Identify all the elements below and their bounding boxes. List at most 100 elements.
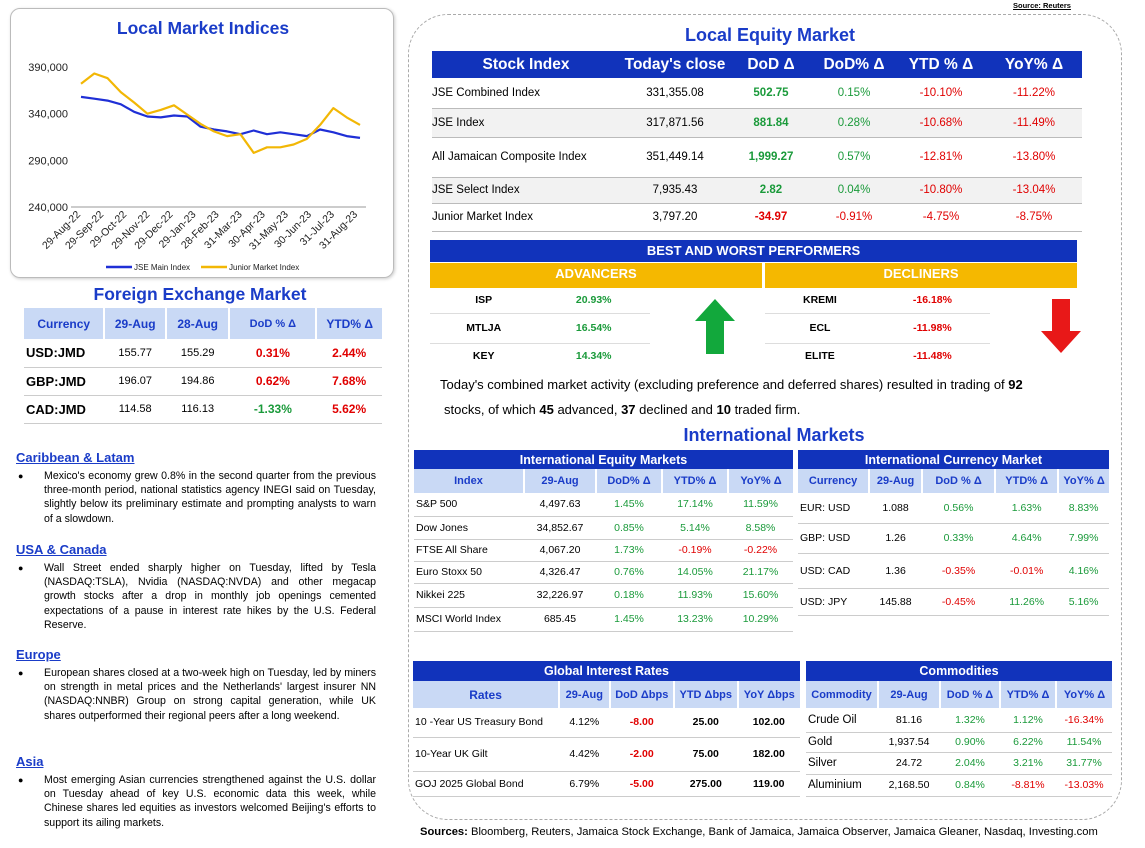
table-cell: USD: JPY bbox=[800, 595, 848, 608]
table-cell: -10.80% bbox=[919, 184, 963, 196]
table-cell: 1.45% bbox=[614, 613, 644, 625]
decliners-list: KREMI -16.18% ECL -11.98% ELITE -11.48% bbox=[765, 287, 990, 369]
table-cell: MTLJA bbox=[466, 322, 502, 334]
rates-header: DoD Δbps bbox=[608, 681, 675, 708]
table-cell: 24.72 bbox=[895, 757, 923, 769]
table-cell: -8.81% bbox=[1011, 779, 1045, 791]
table-cell: KREMI bbox=[803, 293, 837, 306]
equity-header: YoY% Δ bbox=[1004, 55, 1064, 73]
fx-row: GBP:JMD 196.07 194.86 0.62% 7.68% bbox=[24, 367, 382, 396]
table-cell: Aluminium bbox=[808, 779, 862, 791]
table-cell: 11.26% bbox=[1009, 595, 1045, 608]
performers-title: BEST AND WORST PERFORMERS bbox=[430, 240, 1077, 262]
table-cell: 15.60% bbox=[742, 589, 779, 601]
table-cell: Silver bbox=[808, 757, 837, 769]
fx-header: YTD% Δ bbox=[315, 308, 382, 339]
table-cell: 0.85% bbox=[614, 521, 644, 534]
intl-equity-header: DoD% Δ bbox=[595, 469, 662, 493]
bullet-icon: ● bbox=[18, 563, 24, 573]
table-cell: 4,067.20 bbox=[539, 544, 581, 556]
advancers-row: KEY 14.34% bbox=[430, 343, 650, 369]
table-cell: GBP: USD bbox=[800, 532, 851, 544]
intl-currency-title: International Currency Market bbox=[864, 452, 1043, 467]
intl-currency-header: DoD % Δ bbox=[920, 469, 996, 493]
table-cell: 331,355.08 bbox=[646, 86, 704, 99]
table-cell: 4,326.47 bbox=[539, 566, 581, 578]
equity-header: YTD % Δ bbox=[908, 55, 974, 73]
decliners-row: ECL -11.98% bbox=[765, 313, 990, 343]
table-cell: 145.88 bbox=[879, 595, 912, 608]
table-cell: 10 -Year US Treasury Bond bbox=[415, 716, 544, 729]
intl-currency-row: USD: CAD 1.36 -0.35% -0.01% 4.16% bbox=[798, 553, 1109, 588]
rates-header: YTD Δbps bbox=[673, 681, 738, 708]
table-cell: -11.48% bbox=[913, 350, 952, 363]
intl-currency-header-row: Currency 29-Aug DoD % Δ YTD% Δ YoY% Δ bbox=[798, 469, 1109, 493]
bullet-icon: ● bbox=[18, 471, 24, 481]
advancers-row: MTLJA 16.54% bbox=[430, 313, 650, 343]
table-cell: EUR: USD bbox=[800, 501, 851, 514]
equity-header: DoD Δ bbox=[747, 55, 795, 73]
commodities-table: Commodities Commodity 29-Aug DoD % Δ YTD… bbox=[806, 661, 1112, 797]
table-cell: 11.93% bbox=[677, 589, 713, 601]
news-text: Mexico's economy grew 0.8% in the second… bbox=[44, 470, 376, 525]
table-cell: 0.04% bbox=[837, 184, 871, 196]
intl-currency-header: 29-Aug bbox=[868, 469, 922, 493]
intl-equity-title: International Equity Markets bbox=[519, 452, 688, 467]
y-tick-label: 340,000 bbox=[28, 109, 68, 121]
table-cell: -12.81% bbox=[919, 151, 963, 163]
bullet-icon: ● bbox=[18, 668, 24, 678]
table-cell: -0.45% bbox=[941, 595, 976, 608]
rates-header: Rates bbox=[469, 687, 502, 702]
equity-frame bbox=[408, 14, 1122, 820]
commodities-header: YTD% Δ bbox=[999, 681, 1056, 708]
table-cell: 194.86 bbox=[165, 367, 230, 396]
rates-title: Global Interest Rates bbox=[543, 664, 670, 678]
table-cell: 0.31% bbox=[229, 339, 317, 368]
table-cell: ELITE bbox=[805, 350, 835, 363]
activity-count: 37 bbox=[621, 402, 636, 417]
table-cell: -0.91% bbox=[835, 211, 873, 223]
table-cell: 8.83% bbox=[1068, 501, 1099, 514]
table-cell: -0.35% bbox=[941, 564, 976, 577]
table-cell: 8.58% bbox=[745, 521, 776, 534]
intl-currency-header: YoY% Δ bbox=[1057, 469, 1109, 493]
advancers-label: ADVANCERS bbox=[430, 263, 762, 288]
table-cell: 196.07 bbox=[104, 367, 166, 396]
intl-equity-row: Nikkei 225 32,226.97 0.18% 11.93% 15.60% bbox=[414, 583, 793, 607]
equity-header: Today's close bbox=[624, 55, 726, 73]
decliners-label: DECLINERS bbox=[765, 263, 1077, 288]
table-cell: 7.99% bbox=[1068, 532, 1099, 544]
advancers-table: ISP 20.93% MTLJA 16.54% KEY 14.34% bbox=[430, 287, 650, 369]
table-cell: 1.088 bbox=[882, 501, 909, 514]
y-tick-label: 390,000 bbox=[28, 62, 68, 74]
intl-currency-row: EUR: USD 1.088 0.56% 1.63% 8.83% bbox=[798, 493, 1109, 523]
table-cell: Nikkei 225 bbox=[416, 589, 466, 601]
table-cell: -11.98% bbox=[913, 322, 952, 334]
advancers-row: ISP 20.93% bbox=[430, 287, 650, 313]
table-cell: -16.18% bbox=[912, 293, 952, 306]
table-cell: Gold bbox=[808, 736, 833, 748]
table-cell: MSCI World Index bbox=[416, 613, 501, 625]
intl-equity-row: FTSE All Share 4,067.20 1.73% -0.19% -0.22% bbox=[414, 539, 793, 561]
news-text: Wall Street ended sharply higher on Tues… bbox=[44, 562, 376, 631]
activity-count: 10 bbox=[716, 402, 731, 417]
rates-header: 29-Aug bbox=[558, 681, 610, 708]
news-item: ● Most emerging Asian currencies strength… bbox=[16, 773, 376, 830]
table-cell: -11.49% bbox=[1013, 116, 1055, 129]
table-cell: 1,937.54 bbox=[888, 736, 930, 748]
table-cell: 25.00 bbox=[692, 716, 719, 729]
table-cell: 275.00 bbox=[689, 777, 722, 790]
down-arrow-icon bbox=[1041, 299, 1081, 353]
source-note: Source: Reuters bbox=[1013, 1, 1071, 10]
equity-title: Local Equity Market bbox=[684, 25, 856, 45]
legend-label: Junior Market Index bbox=[229, 263, 299, 272]
intl-currency-row: GBP: USD 1.26 0.33% 4.64% 7.99% bbox=[798, 523, 1109, 553]
rates-row: GOJ 2025 Global Bond 6.79% -5.00 275.00 119.… bbox=[413, 771, 800, 796]
table-cell: 0.18% bbox=[614, 589, 644, 601]
table-cell: Euro Stoxx 50 bbox=[416, 566, 482, 578]
news-item: ● European shares closed at a two-week hi… bbox=[16, 666, 376, 723]
fx-table: Currency 29-Aug 28-Aug DoD % Δ YTD% Δ US… bbox=[24, 308, 382, 424]
table-cell: -11.22% bbox=[1013, 86, 1055, 99]
news-item: ● Wall Street ended sharply higher on Tue… bbox=[16, 561, 376, 632]
table-cell: 3,797.20 bbox=[652, 211, 698, 223]
